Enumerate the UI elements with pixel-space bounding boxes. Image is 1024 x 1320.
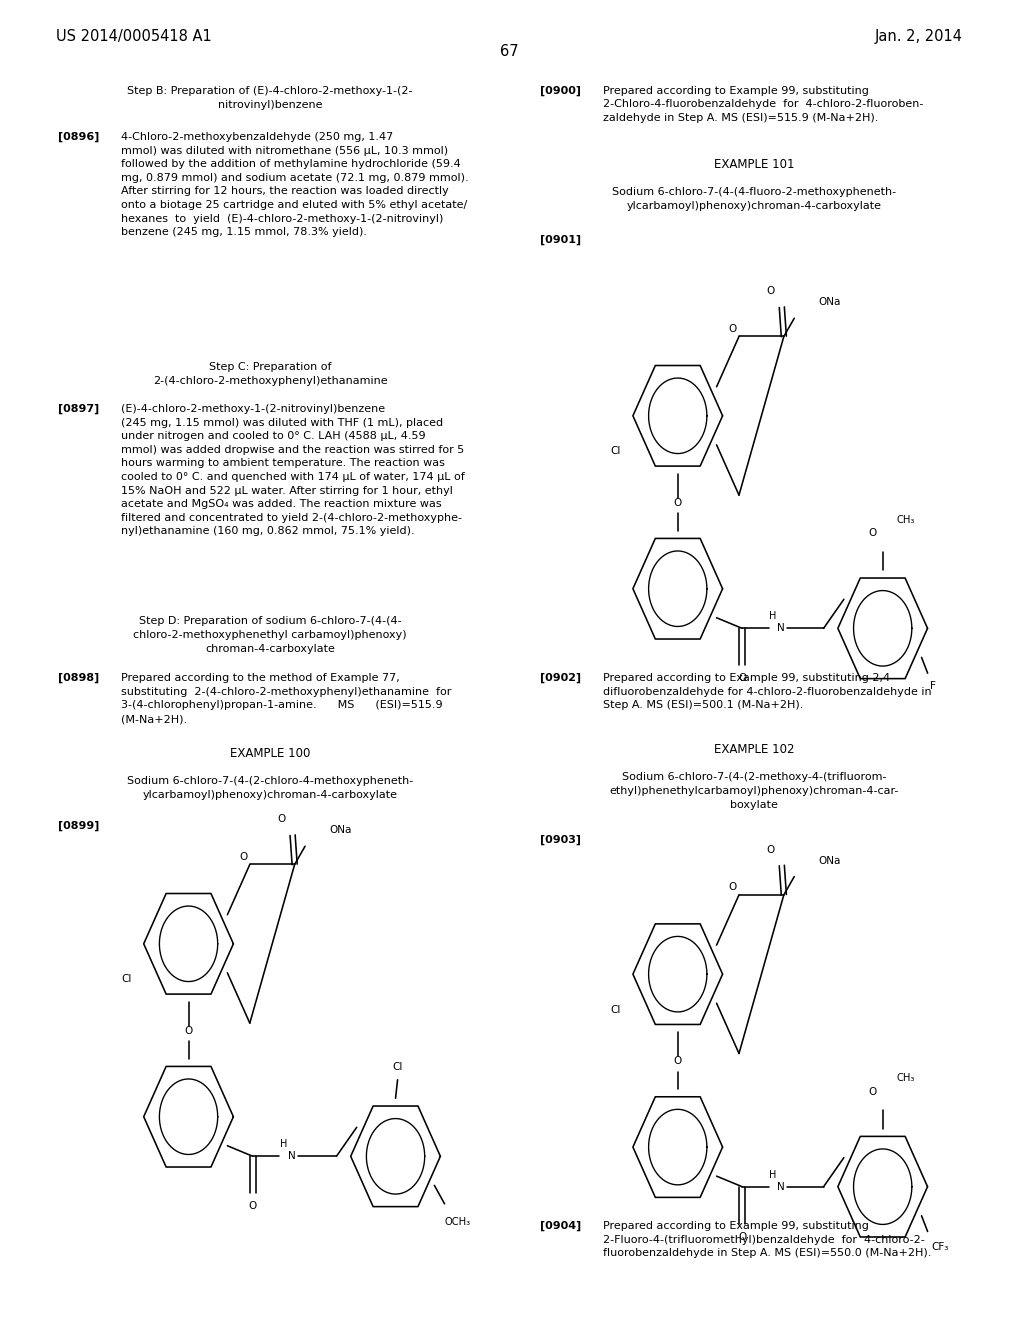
Text: Prepared according to Example 99, substituting
2-Fluoro-4-(trifluoromethyl)benza: Prepared according to Example 99, substi… — [603, 1221, 932, 1258]
Text: Sodium 6-chloro-7-(4-(2-methoxy-4-(trifluorom-
ethyl)phenethylcarbamoyl)phenoxy): Sodium 6-chloro-7-(4-(2-methoxy-4-(trifl… — [609, 772, 899, 810]
Text: O: O — [184, 1026, 193, 1036]
Text: F: F — [930, 681, 936, 692]
Text: Step C: Preparation of
2-(4-chloro-2-methoxyphenyl)ethanamine: Step C: Preparation of 2-(4-chloro-2-met… — [153, 362, 387, 385]
Text: ONa: ONa — [819, 855, 841, 866]
Text: [0896]: [0896] — [58, 132, 99, 143]
Text: CH₃: CH₃ — [897, 515, 915, 525]
Text: CH₃: CH₃ — [897, 1073, 915, 1084]
Text: O: O — [729, 323, 737, 334]
Text: Jan. 2, 2014: Jan. 2, 2014 — [876, 29, 964, 44]
Text: H: H — [769, 1170, 776, 1180]
Text: [0902]: [0902] — [540, 673, 582, 684]
Text: Prepared according to Example 99, substituting 2,4-
difluorobenzaldehyde for 4-c: Prepared according to Example 99, substi… — [603, 673, 932, 710]
Text: Sodium 6-chloro-7-(4-(2-chloro-4-methoxypheneth-
ylcarbamoyl)phenoxy)chroman-4-c: Sodium 6-chloro-7-(4-(2-chloro-4-methoxy… — [127, 776, 414, 800]
Text: (E)-4-chloro-2-methoxy-1-(2-nitrovinyl)benzene
(245 mg, 1.15 mmol) was diluted w: (E)-4-chloro-2-methoxy-1-(2-nitrovinyl)b… — [121, 404, 465, 536]
Text: Prepared according to the method of Example 77,
substituting  2-(4-chloro-2-meth: Prepared according to the method of Exam… — [121, 673, 452, 723]
Text: H: H — [769, 611, 776, 622]
Text: O: O — [868, 528, 877, 539]
Text: O: O — [674, 498, 682, 508]
Text: Step D: Preparation of sodium 6-chloro-7-(4-(4-
chloro-2-methoxyphenethyl carbam: Step D: Preparation of sodium 6-chloro-7… — [133, 616, 407, 655]
Text: Prepared according to Example 99, substituting
2-Chloro-4-fluorobenzaldehyde  fo: Prepared according to Example 99, substi… — [603, 86, 924, 123]
Text: Cl: Cl — [610, 446, 621, 457]
Text: CF₃: CF₃ — [932, 1242, 949, 1253]
Text: Sodium 6-chloro-7-(4-(4-fluoro-2-methoxypheneth-
ylcarbamoyl)phenoxy)chroman-4-c: Sodium 6-chloro-7-(4-(4-fluoro-2-methoxy… — [612, 187, 896, 211]
Text: [0898]: [0898] — [58, 673, 99, 684]
Text: [0901]: [0901] — [540, 235, 582, 246]
Text: Cl: Cl — [121, 974, 131, 985]
Text: O: O — [738, 673, 746, 684]
Text: Cl: Cl — [610, 1005, 621, 1015]
Text: O: O — [278, 814, 286, 824]
Text: O: O — [240, 851, 248, 862]
Text: [0897]: [0897] — [58, 404, 99, 414]
Text: EXAMPLE 100: EXAMPLE 100 — [230, 747, 310, 760]
Text: O: O — [767, 286, 775, 296]
Text: O: O — [767, 845, 775, 854]
Text: [0900]: [0900] — [540, 86, 582, 96]
Text: N: N — [777, 1181, 784, 1192]
Text: H: H — [280, 1139, 287, 1150]
Text: N: N — [777, 623, 784, 634]
Text: 67: 67 — [501, 44, 519, 58]
Text: OCH₃: OCH₃ — [444, 1217, 471, 1228]
Text: O: O — [674, 1056, 682, 1067]
Text: 4-Chloro-2-methoxybenzaldehyde (250 mg, 1.47
mmol) was diluted with nitromethane: 4-Chloro-2-methoxybenzaldehyde (250 mg, … — [121, 132, 469, 238]
Text: ONa: ONa — [330, 825, 352, 836]
Text: US 2014/0005418 A1: US 2014/0005418 A1 — [56, 29, 212, 44]
Text: O: O — [729, 882, 737, 892]
Text: O: O — [868, 1086, 877, 1097]
Text: [0903]: [0903] — [540, 834, 582, 845]
Text: [0899]: [0899] — [58, 821, 99, 832]
Text: Step B: Preparation of (E)-4-chloro-2-methoxy-1-(2-
nitrovinyl)benzene: Step B: Preparation of (E)-4-chloro-2-me… — [127, 86, 413, 110]
Text: EXAMPLE 102: EXAMPLE 102 — [714, 743, 795, 756]
Text: O: O — [738, 1232, 746, 1242]
Text: Cl: Cl — [392, 1061, 402, 1072]
Text: N: N — [288, 1151, 296, 1162]
Text: ONa: ONa — [819, 297, 841, 308]
Text: O: O — [249, 1201, 257, 1212]
Text: [0904]: [0904] — [540, 1221, 582, 1232]
Text: EXAMPLE 101: EXAMPLE 101 — [714, 158, 795, 172]
